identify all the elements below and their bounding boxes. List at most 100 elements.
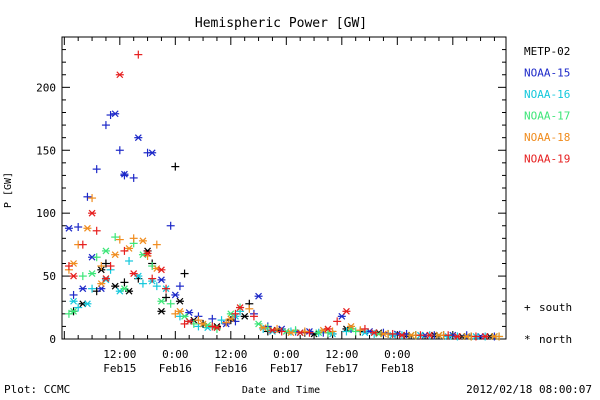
south-marker-label: south <box>539 301 572 314</box>
point-noaa-15-north <box>171 291 180 299</box>
x-tick-label-time: 0:00 <box>384 348 411 361</box>
point-noaa-15-north <box>64 224 73 232</box>
point-noaa-15-south <box>129 173 138 182</box>
point-noaa-19-north <box>481 333 490 340</box>
point-noaa-18-north <box>490 333 499 340</box>
y-tick-label: 50 <box>43 270 56 283</box>
point-noaa-18-south <box>245 304 254 313</box>
x-tick-label-time: 12:00 <box>214 348 247 361</box>
point-noaa-19-south <box>305 328 314 337</box>
x-tick-label-date: Feb16 <box>214 362 247 375</box>
point-noaa-19-south <box>64 262 73 271</box>
point-noaa-19-south <box>249 312 258 321</box>
x-tick-label-date: Feb16 <box>159 362 192 375</box>
point-noaa-15-south <box>83 192 92 201</box>
footer-credit: Plot: CCMC <box>4 383 70 396</box>
point-noaa-18-north <box>83 224 92 232</box>
point-noaa-18-south <box>222 318 231 327</box>
point-noaa-17-north <box>157 297 166 305</box>
point-noaa-18-north <box>462 333 471 340</box>
point-noaa-17-south <box>212 324 221 333</box>
point-noaa-19-north <box>397 331 406 339</box>
point-noaa-19-south <box>471 332 480 341</box>
point-metp-02-north <box>240 312 249 320</box>
legend: METP-02 NOAA-15 NOAA-16 NOAA-17 NOAA-18 NOAA-… <box>524 45 570 166</box>
point-noaa-19-north <box>69 272 78 280</box>
point-noaa-17-south <box>92 253 101 262</box>
plot-frame <box>61 36 507 340</box>
x-tick-label-date: Feb15 <box>103 362 136 375</box>
y-tick-label: 100 <box>36 207 56 220</box>
point-noaa-15-south <box>175 282 184 291</box>
point-noaa-15-north <box>120 170 129 178</box>
point-noaa-16-south <box>138 279 147 288</box>
point-noaa-15-south <box>462 331 471 340</box>
point-noaa-19-south <box>388 329 397 338</box>
point-noaa-18-north <box>259 324 268 332</box>
point-noaa-18-north <box>138 237 147 245</box>
x-tick-label-time: 12:00 <box>325 348 358 361</box>
point-noaa-17-south <box>111 233 120 242</box>
point-noaa-15-north <box>337 312 346 320</box>
point-noaa-19-south <box>444 331 453 340</box>
legend-entry: NOAA-17 <box>524 110 570 123</box>
point-noaa-17-north <box>254 320 263 328</box>
chart-title: Hemispheric Power [GW] <box>195 16 367 31</box>
footer-timestamp: 2012/02/18 08:00:07 <box>466 383 592 396</box>
point-noaa-15-north <box>111 110 120 118</box>
point-noaa-19-south <box>360 324 369 333</box>
y-tick-label: 0 <box>49 333 56 346</box>
point-noaa-18-south <box>152 240 161 249</box>
point-noaa-15-north <box>254 292 263 300</box>
legend-entry: NOAA-18 <box>524 131 570 144</box>
x-axis: 12:00Feb150:00Feb1612:00Feb160:00Feb1712… <box>63 37 495 375</box>
point-noaa-16-south <box>74 303 83 312</box>
x-tick-label-date: Feb17 <box>325 362 358 375</box>
point-noaa-19-south <box>277 327 286 336</box>
point-noaa-17-north <box>120 285 129 293</box>
point-noaa-18-south <box>129 234 138 243</box>
legend-entry: NOAA-19 <box>524 153 570 166</box>
point-noaa-16-north <box>69 297 78 305</box>
point-noaa-17-south <box>78 272 87 281</box>
point-noaa-19-north <box>370 329 379 337</box>
point-noaa-19-north <box>101 275 110 283</box>
marker-legend: + south * north <box>524 301 572 346</box>
point-metp-02-north <box>111 282 120 290</box>
legend-entry: NOAA-16 <box>524 88 570 101</box>
point-metp-02-south <box>120 278 129 287</box>
point-noaa-16-south <box>152 282 161 291</box>
point-noaa-18-north <box>111 251 120 259</box>
x-tick-label-date: Feb17 <box>270 362 303 375</box>
point-metp-02-north <box>157 307 166 315</box>
point-noaa-18-north <box>407 331 416 339</box>
point-noaa-19-south <box>92 226 101 235</box>
point-noaa-18-north <box>175 307 184 315</box>
north-marker-symbol: * <box>524 333 531 346</box>
point-noaa-15-south <box>166 221 175 230</box>
point-noaa-19-north <box>453 333 462 340</box>
point-noaa-19-north <box>342 307 351 315</box>
point-noaa-15-north <box>78 285 87 293</box>
data-points <box>64 50 504 341</box>
point-noaa-15-south <box>208 314 217 323</box>
point-noaa-19-north <box>185 317 194 325</box>
point-noaa-18-north <box>347 322 356 330</box>
point-noaa-18-north <box>434 331 443 339</box>
point-noaa-17-north <box>180 312 189 320</box>
x-tick-label-time: 12:00 <box>103 348 136 361</box>
point-metp-02-north <box>175 297 184 305</box>
point-noaa-19-south <box>162 284 171 293</box>
point-noaa-18-south <box>356 326 365 335</box>
point-noaa-19-north <box>296 329 305 337</box>
x-tick-label-time: 0:00 <box>273 348 300 361</box>
point-noaa-18-north <box>379 330 388 338</box>
point-noaa-15-south <box>74 223 83 232</box>
point-noaa-19-north <box>236 304 245 311</box>
point-noaa-17-north <box>88 270 97 277</box>
point-noaa-18-north <box>199 320 208 328</box>
point-noaa-17-south <box>166 299 175 308</box>
point-noaa-19-north <box>425 331 434 339</box>
point-noaa-19-north <box>323 325 332 333</box>
point-noaa-19-south <box>106 262 115 271</box>
